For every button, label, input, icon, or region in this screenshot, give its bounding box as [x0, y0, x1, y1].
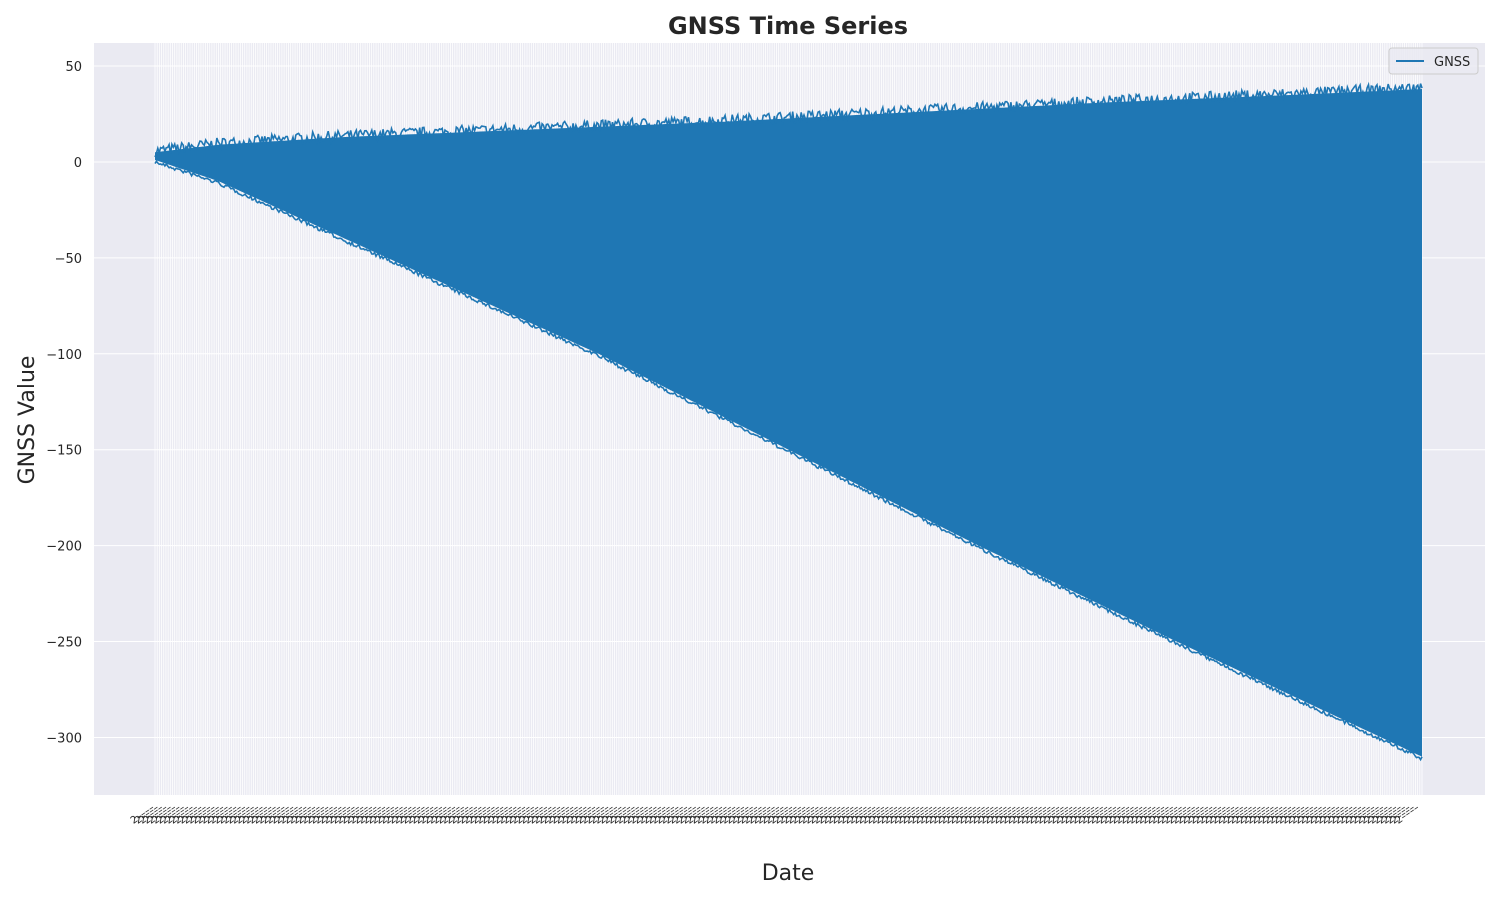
x-tick-labels: 2––––2––––2––––2––––2––––2––––2––––2––––… [129, 802, 1422, 826]
y-tick-label: −200 [46, 540, 82, 555]
y-tick-label: −250 [46, 636, 82, 651]
legend-box [1388, 47, 1479, 75]
legend-entry-gnss: GNSS [1434, 55, 1470, 70]
series-gnss [154, 81, 1423, 762]
y-tick-label: −100 [46, 348, 82, 363]
y-tick-label: 50 [65, 60, 82, 75]
chart-title: GNSS Time Series [668, 12, 908, 40]
series-line-gnss-lower [154, 159, 1423, 762]
y-tick-label: −50 [55, 252, 82, 267]
legend: GNSS [1388, 47, 1479, 75]
x-axis-label: Date [762, 861, 815, 886]
series-line-gnss-upper [154, 81, 1423, 158]
y-tick-label: 0 [74, 156, 82, 171]
y-tick-labels: 50 0 −50 −100 −150 −200 −250 −300 [46, 60, 82, 746]
y-tick-label: −150 [46, 444, 82, 459]
y-tick-label: −300 [46, 731, 82, 746]
series-band-gnss [155, 89, 1422, 757]
y-axis-label: GNSS Value [15, 356, 40, 485]
